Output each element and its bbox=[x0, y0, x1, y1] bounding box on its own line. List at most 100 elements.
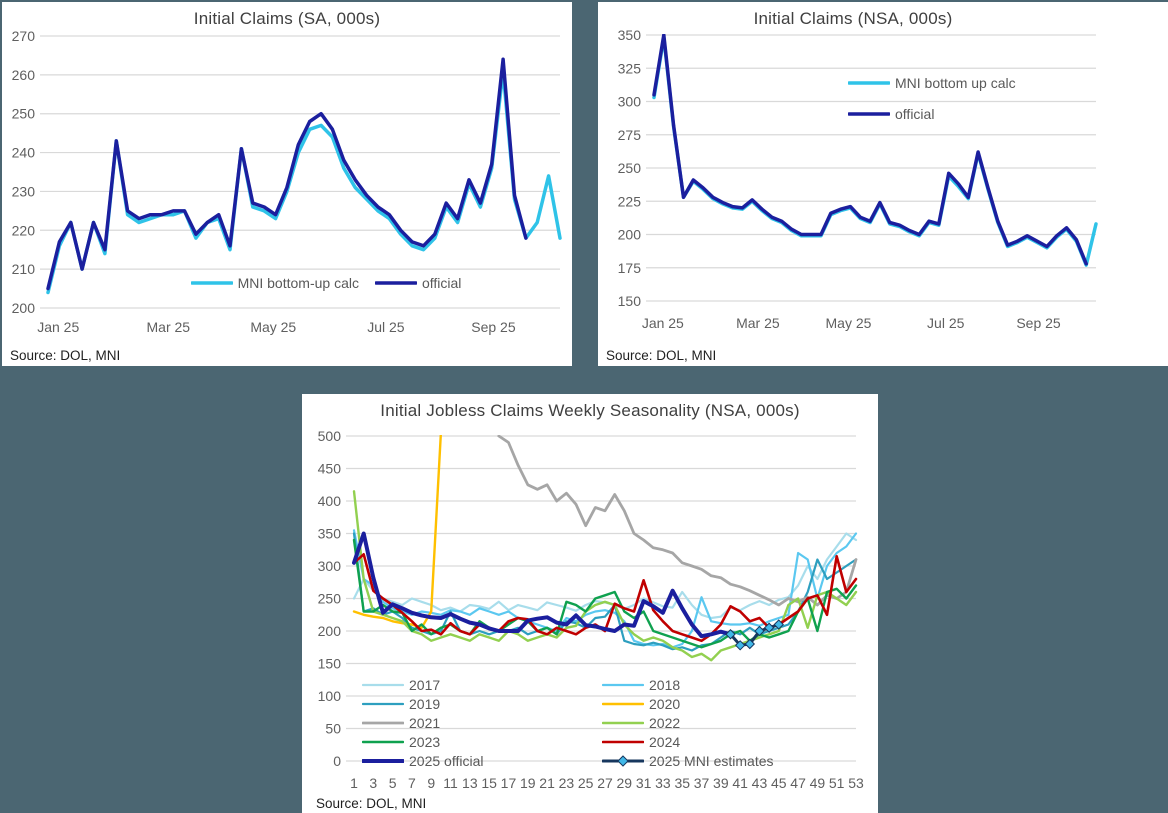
legend-label: official bbox=[421, 274, 462, 291]
legend-swatch-line bbox=[374, 280, 417, 285]
svg-text:Jan 25: Jan 25 bbox=[642, 315, 684, 331]
svg-text:325: 325 bbox=[618, 60, 642, 76]
legend-swatch-line bbox=[602, 754, 644, 767]
legend-label: 2021 bbox=[409, 714, 441, 731]
svg-text:50: 50 bbox=[325, 721, 341, 737]
svg-text:270: 270 bbox=[12, 28, 36, 44]
legend-item: 2018 bbox=[602, 676, 774, 693]
sa-claims-legend: MNI bottom-up calc official bbox=[2, 274, 572, 291]
svg-text:Jul 25: Jul 25 bbox=[367, 319, 405, 335]
svg-text:May 25: May 25 bbox=[826, 315, 872, 331]
svg-text:275: 275 bbox=[618, 127, 642, 143]
legend-swatch-line bbox=[602, 721, 644, 724]
svg-text:300: 300 bbox=[618, 94, 642, 110]
legend-item: official bbox=[374, 274, 462, 291]
svg-text:100: 100 bbox=[318, 688, 342, 704]
legend-item: 2025 MNI estimates bbox=[602, 752, 774, 769]
legend-label: 2023 bbox=[409, 733, 441, 750]
sa-claims-plot: 200 210 220 230 240 250 260 270 Jan 25 Mar 25 May … bbox=[12, 28, 562, 335]
legend-item: 2023 bbox=[362, 733, 602, 750]
svg-text:150: 150 bbox=[318, 656, 342, 672]
source-note: Source: DOL, MNI bbox=[316, 796, 427, 811]
chart-title: Initial Jobless Claims Weekly Seasonalit… bbox=[380, 401, 800, 420]
svg-text:250: 250 bbox=[12, 106, 36, 122]
svg-text:400: 400 bbox=[318, 493, 342, 509]
svg-text:450: 450 bbox=[318, 461, 342, 477]
legend-item: 2025 official bbox=[362, 752, 602, 769]
svg-text:250: 250 bbox=[618, 160, 642, 176]
legend-swatch-line bbox=[602, 683, 644, 686]
legend-item: 2022 bbox=[602, 714, 774, 731]
svg-text:7: 7 bbox=[408, 775, 416, 791]
svg-text:21: 21 bbox=[539, 775, 555, 791]
svg-text:220: 220 bbox=[12, 222, 36, 238]
svg-text:Mar 25: Mar 25 bbox=[736, 315, 780, 331]
svg-text:Sep 25: Sep 25 bbox=[471, 319, 516, 335]
legend-label: 2020 bbox=[649, 695, 681, 712]
svg-text:45: 45 bbox=[771, 775, 787, 791]
svg-text:51: 51 bbox=[829, 775, 845, 791]
legend-label: 2017 bbox=[409, 676, 441, 693]
svg-text:49: 49 bbox=[810, 775, 826, 791]
svg-text:Sep 25: Sep 25 bbox=[1016, 315, 1061, 331]
legend-label: official bbox=[895, 105, 935, 122]
legend-item: official bbox=[848, 105, 1016, 122]
legend-item: 2019 bbox=[362, 695, 602, 712]
svg-text:240: 240 bbox=[12, 145, 36, 161]
svg-text:Mar 25: Mar 25 bbox=[147, 319, 191, 335]
legend-swatch-line bbox=[848, 80, 890, 85]
svg-text:31: 31 bbox=[636, 775, 652, 791]
legend-item: 2020 bbox=[602, 695, 774, 712]
nsa-claims-legend: MNI bottom up calc official bbox=[848, 74, 1016, 122]
svg-text:29: 29 bbox=[617, 775, 633, 791]
legend-swatch-line bbox=[362, 702, 404, 705]
seasonality-chart-panel: Initial Jobless Claims Weekly Seasonalit… bbox=[302, 394, 878, 813]
legend-swatch-line bbox=[362, 740, 404, 743]
legend-swatch-line bbox=[190, 280, 233, 285]
svg-text:23: 23 bbox=[559, 775, 575, 791]
svg-text:39: 39 bbox=[713, 775, 729, 791]
svg-text:200: 200 bbox=[618, 227, 642, 243]
svg-text:19: 19 bbox=[520, 775, 536, 791]
svg-text:260: 260 bbox=[12, 67, 36, 83]
svg-text:300: 300 bbox=[318, 558, 342, 574]
svg-text:Jul 25: Jul 25 bbox=[927, 315, 965, 331]
nsa-claims-plot: 150 175 200 225 250 275 300 325 350 Jan 25 Mar 25 M… bbox=[618, 27, 1098, 331]
svg-text:41: 41 bbox=[732, 775, 748, 791]
legend-item: 2021 bbox=[362, 714, 602, 731]
svg-text:11: 11 bbox=[443, 775, 458, 791]
svg-text:225: 225 bbox=[618, 193, 642, 209]
svg-text:17: 17 bbox=[501, 775, 517, 791]
legend-item: MNI bottom-up calc bbox=[190, 274, 359, 291]
legend-swatch-line bbox=[602, 740, 644, 743]
legend-item: MNI bottom up calc bbox=[848, 74, 1016, 91]
svg-text:May 25: May 25 bbox=[250, 319, 296, 335]
svg-text:47: 47 bbox=[790, 775, 806, 791]
svg-text:37: 37 bbox=[694, 775, 710, 791]
svg-text:210: 210 bbox=[12, 261, 36, 277]
legend-label: 2025 official bbox=[409, 752, 484, 769]
svg-text:27: 27 bbox=[597, 775, 613, 791]
seasonality-legend: 2017 2018 2019 2020 2021 2022 2023 2024 2025 off… bbox=[362, 676, 774, 769]
legend-label: 2024 bbox=[649, 733, 681, 750]
chart-title: Initial Claims (SA, 000s) bbox=[193, 9, 381, 28]
source-note: Source: DOL, MNI bbox=[10, 348, 121, 363]
sa-claims-chart-panel: Initial Claims (SA, 000s) 200 210 220 230 24… bbox=[2, 2, 572, 366]
svg-text:5: 5 bbox=[389, 775, 397, 791]
svg-text:150: 150 bbox=[618, 293, 642, 309]
svg-text:35: 35 bbox=[674, 775, 690, 791]
svg-text:250: 250 bbox=[318, 591, 342, 607]
source-note: Source: DOL, MNI bbox=[606, 348, 717, 363]
svg-text:Jan 25: Jan 25 bbox=[37, 319, 79, 335]
legend-label: 2022 bbox=[649, 714, 681, 731]
legend-swatch-line bbox=[362, 683, 404, 686]
svg-text:3: 3 bbox=[369, 775, 377, 791]
svg-text:1: 1 bbox=[350, 775, 358, 791]
svg-text:500: 500 bbox=[318, 428, 342, 444]
legend-swatch-line bbox=[362, 758, 404, 763]
svg-text:175: 175 bbox=[618, 260, 642, 276]
svg-text:350: 350 bbox=[318, 526, 342, 542]
svg-text:13: 13 bbox=[462, 775, 478, 791]
chart-title: Initial Claims (NSA, 000s) bbox=[753, 9, 953, 28]
